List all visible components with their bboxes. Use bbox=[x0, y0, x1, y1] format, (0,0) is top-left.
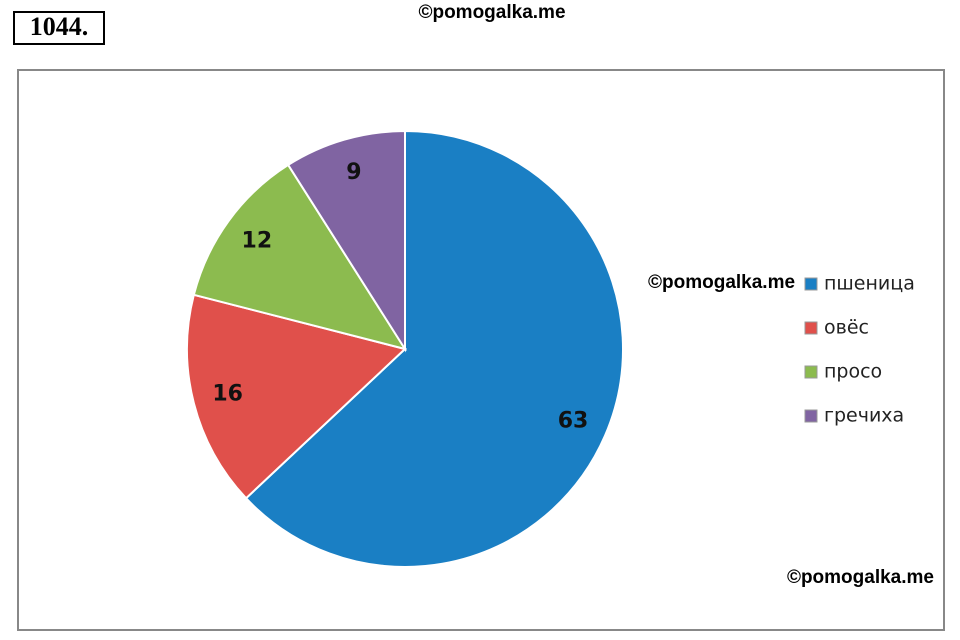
pie-slice bbox=[186, 293, 408, 500]
pie-slice bbox=[244, 129, 624, 568]
legend-swatch bbox=[804, 277, 818, 291]
value-label: 9 bbox=[346, 160, 361, 185]
legend-swatch bbox=[804, 321, 818, 335]
watermark: ©pomogalka.me bbox=[648, 272, 795, 293]
legend-label: гречиха bbox=[824, 405, 904, 427]
number-box bbox=[13, 11, 105, 45]
problem-number: 1044. bbox=[30, 12, 89, 41]
value-label: 63 bbox=[558, 409, 589, 434]
legend-label: овёс bbox=[824, 317, 869, 339]
value-label: 16 bbox=[212, 382, 243, 407]
pie-slice bbox=[286, 129, 406, 353]
watermark: ©pomogalka.me bbox=[787, 567, 934, 588]
legend-swatch bbox=[804, 409, 818, 423]
legend-swatch bbox=[804, 365, 818, 379]
legend-label: пшеница bbox=[824, 273, 915, 295]
value-label: 12 bbox=[242, 228, 273, 253]
watermark: ©pomogalka.me bbox=[418, 2, 565, 23]
pie-slice bbox=[192, 163, 408, 351]
legend-label: просо bbox=[824, 361, 882, 383]
